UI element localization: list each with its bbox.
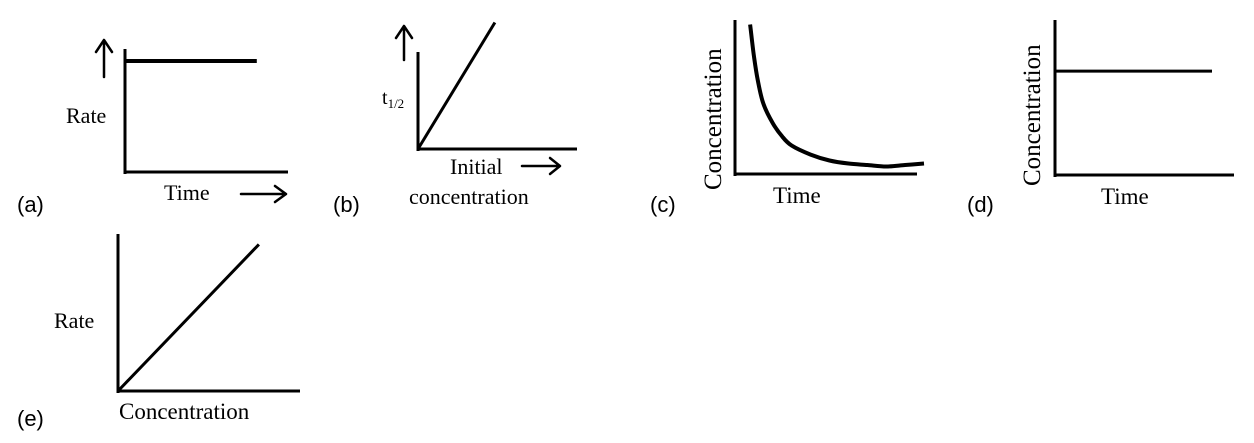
panel-b: (b) t1/2 Initial concentration xyxy=(333,21,577,217)
x-axis-label-e: Concentration xyxy=(119,399,250,424)
y-axis-label-b: t1/2 xyxy=(382,87,404,111)
panel-label-e: (e) xyxy=(17,406,44,431)
x-arrow-icon-b xyxy=(520,156,562,176)
panel-label-b: (b) xyxy=(333,192,360,217)
y-axis-label-c: Concentration xyxy=(700,48,727,190)
x-axis-label-b-line2: concentration xyxy=(409,184,529,209)
x-arrow-icon-a xyxy=(239,184,288,204)
x-axis-label-d: Time xyxy=(1101,184,1149,209)
panel-a: (a) Rate Time xyxy=(17,38,288,217)
x-axis-label-c: Time xyxy=(773,183,821,208)
x-axis-label-b-line1: Initial xyxy=(450,154,503,179)
series-curve-c xyxy=(748,24,925,169)
series-line-e xyxy=(116,243,260,393)
panel-e: (e) Rate Concentration xyxy=(17,234,300,431)
panel-d: (d) Concentration Time xyxy=(967,20,1234,217)
panel-label-d: (d) xyxy=(967,192,994,217)
y-axis-label-d: Concentration xyxy=(1019,44,1046,186)
x-axis-label-a: Time xyxy=(164,180,210,205)
y-arrow-icon-b xyxy=(394,24,414,62)
panel-c: (c) Concentration Time xyxy=(650,20,925,217)
y-axis-label-a: Rate xyxy=(66,103,106,128)
y-axis-label-b-main: t xyxy=(382,87,388,109)
y-axis-label-b-sub: 1/2 xyxy=(388,96,405,111)
panel-label-a: (a) xyxy=(17,192,44,217)
y-axis-label-e: Rate xyxy=(54,308,94,333)
panel-label-c: (c) xyxy=(650,192,676,217)
series-line-b xyxy=(416,21,497,150)
y-arrow-icon-a xyxy=(94,38,114,79)
